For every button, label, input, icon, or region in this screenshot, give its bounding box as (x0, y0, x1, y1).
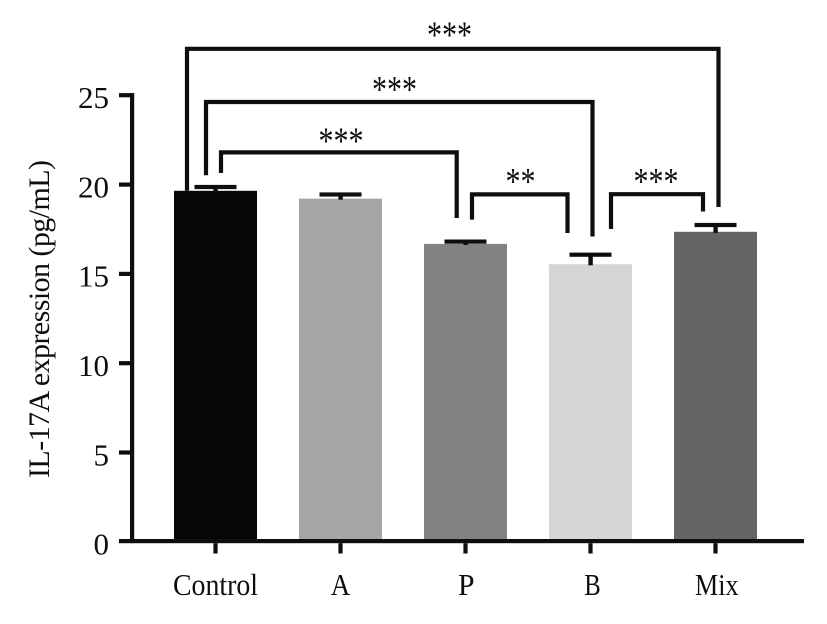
svg-text:***: *** (372, 68, 417, 110)
svg-text:5: 5 (94, 437, 110, 472)
svg-text:25: 25 (78, 80, 109, 115)
svg-text:0: 0 (94, 527, 110, 562)
svg-text:Mix: Mix (695, 567, 739, 602)
svg-text:***: *** (427, 14, 472, 56)
svg-text:A: A (331, 567, 351, 602)
svg-text:15: 15 (78, 259, 109, 294)
svg-text:P: P (458, 567, 475, 602)
svg-text:20: 20 (78, 169, 109, 204)
svg-text:10: 10 (78, 348, 109, 383)
svg-text:**: ** (506, 161, 536, 203)
svg-text:IL-17A expression (pg/mL): IL-17A expression (pg/mL) (23, 160, 56, 478)
svg-text:Control: Control (173, 567, 258, 602)
svg-text:***: *** (634, 160, 679, 202)
svg-text:B: B (584, 567, 601, 602)
svg-text:***: *** (319, 120, 364, 162)
